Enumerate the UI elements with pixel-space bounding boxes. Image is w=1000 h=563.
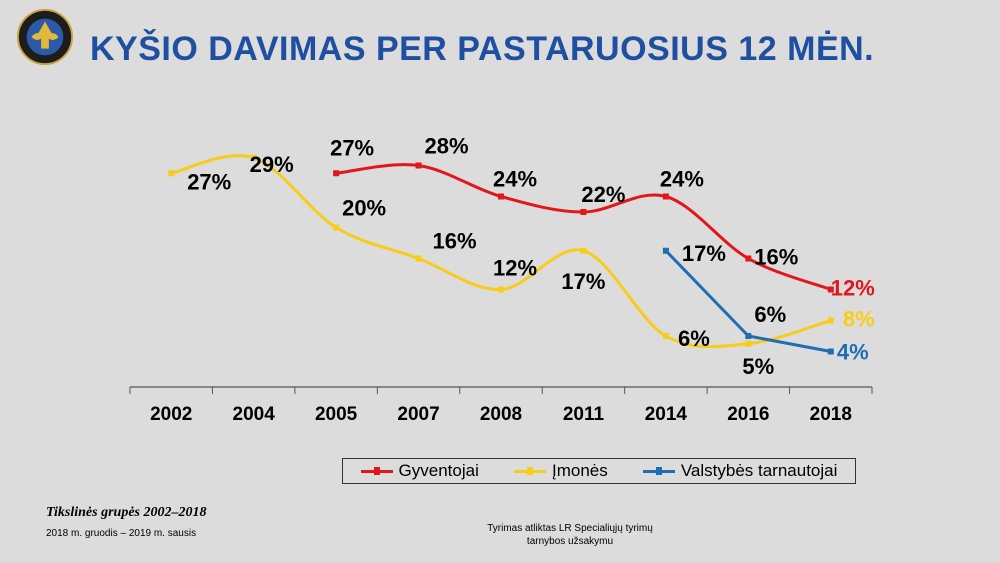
data-point-gyventojai bbox=[498, 193, 504, 200]
data-label-imones: 12% bbox=[493, 256, 537, 281]
data-point-imones bbox=[333, 224, 340, 231]
data-point-imones bbox=[662, 333, 669, 339]
footer-target-groups: Tikslinės grupės 2002–2018 bbox=[46, 505, 207, 520]
legend-item-valstybes: Valstybės tarnautojai bbox=[642, 461, 838, 481]
legend-label-valstybes: Valstybės tarnautojai bbox=[680, 461, 838, 480]
data-label-gyventojai: 24% bbox=[493, 167, 537, 192]
legend-label-imones: Įmonės bbox=[551, 461, 608, 480]
data-point-imones bbox=[168, 170, 175, 177]
footer-source-note: Tyrimas atliktas LR Specialiųjų tyrimų t… bbox=[487, 523, 653, 547]
x-tick-label: 2005 bbox=[315, 404, 358, 425]
page-title: KYŠIO DAVIMAS PER PASTARUOSIUS 12 MĖN. bbox=[90, 30, 875, 68]
x-tick-label: 2018 bbox=[810, 404, 852, 425]
data-label-imones: 5% bbox=[742, 354, 774, 379]
x-tick-label: 2011 bbox=[563, 404, 605, 425]
data-point-imones bbox=[498, 286, 504, 293]
data-point-imones bbox=[580, 247, 587, 254]
data-label-imones: 16% bbox=[433, 229, 477, 254]
data-label-imones: 6% bbox=[678, 326, 710, 351]
data-label-gyventojai: 16% bbox=[754, 245, 798, 270]
legend-item-gyventojai: Gyventojai bbox=[360, 461, 479, 481]
x-tick-label: 2007 bbox=[397, 404, 439, 425]
data-point-gyventojai bbox=[745, 255, 752, 262]
data-point-valstybes bbox=[745, 333, 752, 339]
agency-emblem-icon bbox=[16, 8, 74, 66]
data-label-gyventojai: 12% bbox=[831, 276, 875, 301]
data-label-imones: 20% bbox=[342, 196, 386, 221]
data-point-gyventojai bbox=[580, 209, 587, 215]
data-point-gyventojai bbox=[827, 286, 834, 293]
footer-survey-dates: 2018 m. gruodis – 2019 m. sausis bbox=[46, 528, 197, 539]
data-point-imones bbox=[415, 255, 422, 262]
legend-swatch-imones bbox=[513, 466, 546, 475]
legend-item-imones: Įmonės bbox=[513, 461, 608, 481]
x-tick-label: 2008 bbox=[480, 404, 522, 425]
data-point-valstybes bbox=[827, 348, 834, 355]
data-label-imones: 8% bbox=[843, 307, 875, 332]
data-point-valstybes bbox=[662, 247, 669, 254]
x-tick-label: 2014 bbox=[645, 404, 688, 425]
data-label-valstybes: 17% bbox=[682, 241, 726, 266]
data-label-imones: 29% bbox=[250, 152, 294, 177]
x-tick-label: 2002 bbox=[150, 404, 192, 425]
data-label-valstybes: 4% bbox=[837, 340, 869, 365]
data-point-gyventojai bbox=[415, 162, 422, 169]
legend-swatch-gyventojai bbox=[360, 466, 393, 475]
chart-legend: Gyventojai Įmonės Valstybės tarnautojai bbox=[342, 458, 856, 484]
data-point-imones bbox=[250, 154, 257, 161]
legend-label-gyventojai: Gyventojai bbox=[398, 461, 479, 480]
data-label-imones: 17% bbox=[561, 269, 605, 294]
legend-swatch-valstybes bbox=[642, 466, 675, 475]
data-label-gyventojai: 28% bbox=[425, 134, 469, 159]
x-tick-label: 2004 bbox=[233, 404, 276, 425]
data-point-imones bbox=[827, 317, 834, 324]
data-label-valstybes: 6% bbox=[754, 302, 786, 327]
data-point-gyventojai bbox=[662, 193, 669, 200]
data-label-imones: 27% bbox=[187, 169, 231, 194]
data-label-gyventojai: 24% bbox=[660, 167, 704, 192]
data-label-gyventojai: 27% bbox=[330, 135, 374, 160]
data-point-gyventojai bbox=[333, 170, 340, 177]
x-tick-label: 2016 bbox=[727, 404, 769, 425]
data-point-imones bbox=[745, 340, 752, 347]
data-label-gyventojai: 22% bbox=[581, 182, 625, 207]
